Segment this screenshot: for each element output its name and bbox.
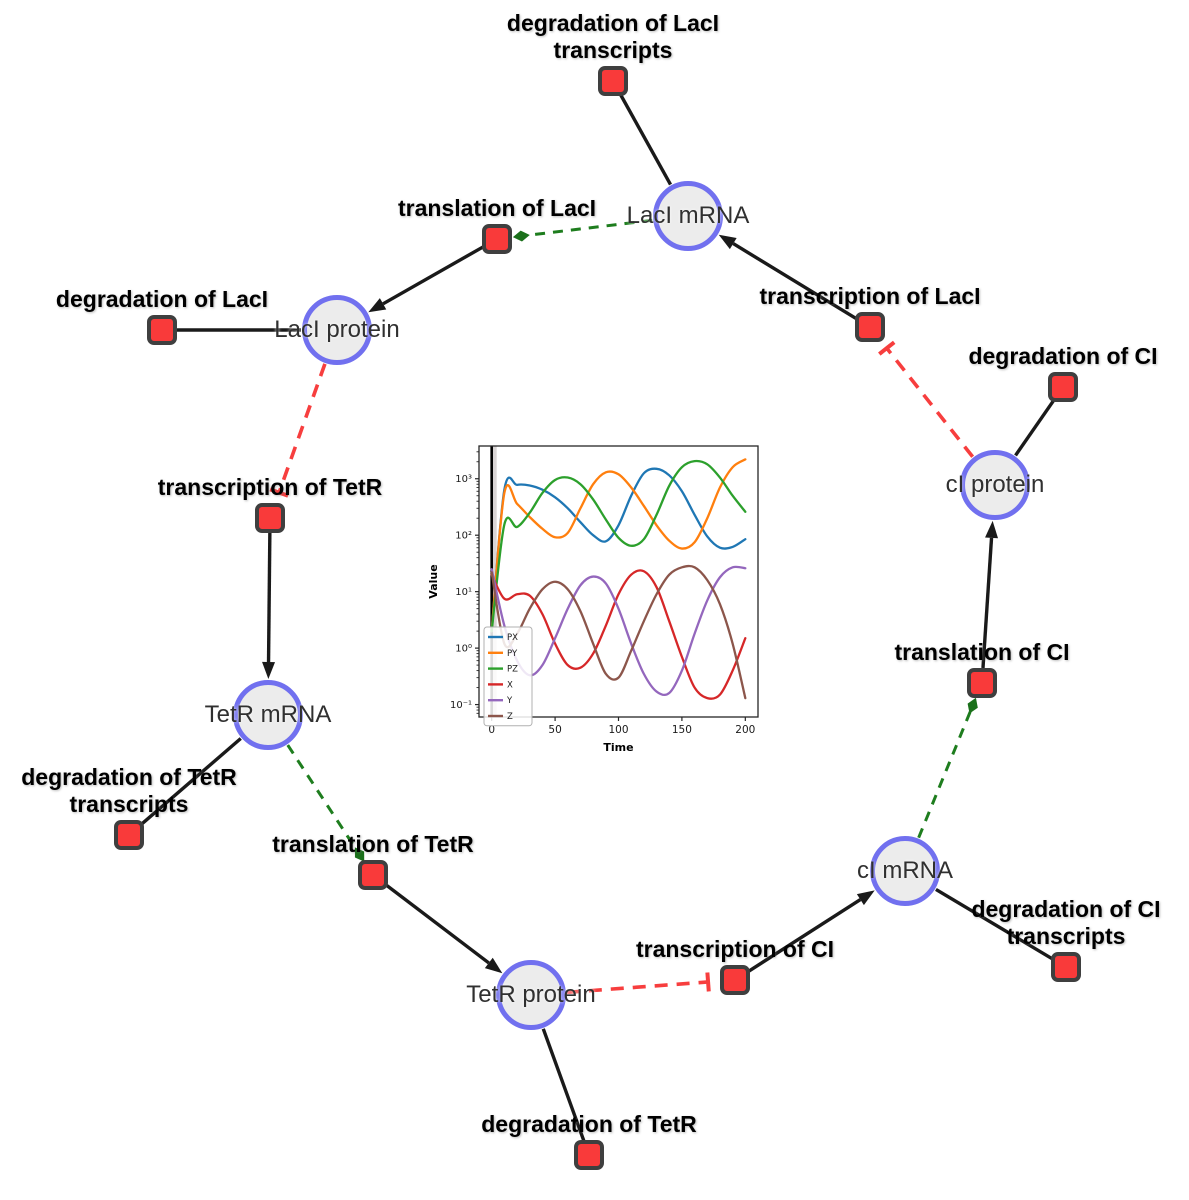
edge-ci-protein-transcription-laci — [878, 340, 975, 458]
edge-transcription-tetr-tetr-mrna — [262, 532, 276, 680]
inhibition-tbar-icon — [269, 487, 289, 498]
edge-transcription-ci-ci-mrna — [746, 890, 875, 974]
edge-translation-ci-ci-protein — [981, 520, 999, 669]
product-arrowhead-icon — [856, 890, 875, 906]
edge-tetr-mrna-translation-tetr — [286, 744, 365, 862]
series-line-PY — [490, 458, 747, 633]
x-axis-label: Time — [603, 741, 633, 754]
series-line-Y — [490, 565, 747, 697]
legend-entry-X: X — [507, 680, 513, 690]
y-axis-label: Value — [427, 564, 440, 598]
x-tick-label: 200 — [735, 724, 755, 736]
edge-ci-protein-deg-ci — [1014, 398, 1056, 457]
series-line-X — [490, 569, 747, 700]
legend-entry-PZ: PZ — [507, 665, 518, 675]
x-tick-label: 150 — [672, 724, 692, 736]
edge-laci-protein-transcription-tetr — [269, 363, 327, 498]
product-arrowhead-icon — [368, 298, 387, 313]
edge-ci-mrna-translation-ci — [917, 697, 978, 839]
edge-laci-mrna-deg-laci-transcripts — [618, 93, 673, 186]
edge-tetr-protein-transcription-ci — [566, 972, 711, 995]
x-tick-label: 100 — [608, 724, 628, 736]
series-line-Z — [490, 564, 747, 700]
edge-translation-laci-laci-protein — [368, 244, 485, 313]
timeseries-inset-chart: 0 50 100 150 200 10³ 10² 10¹ 10⁰ 10⁻¹ Time Value PX P… — [425, 437, 770, 774]
product-arrowhead-icon — [262, 661, 276, 680]
product-arrowhead-icon — [718, 234, 737, 250]
legend-entry-Y: Y — [506, 696, 513, 706]
legend-entry-PX: PX — [507, 633, 518, 643]
y-tick-label: 10⁻¹ — [450, 700, 472, 711]
chart-legend: PX PY PZ XYZ — [483, 626, 533, 727]
y-tick-label: 10³ — [455, 474, 472, 485]
product-arrowhead-icon — [985, 520, 999, 539]
edge-translation-tetr-tetr-protein — [383, 882, 503, 974]
modifier-diamond-icon — [967, 697, 978, 714]
x-tick-label: 50 — [548, 724, 561, 736]
edge-ci-mrna-deg-ci-transcripts — [935, 887, 1054, 961]
x-tick-label: 0 — [488, 724, 495, 736]
edge-tetr-protein-deg-tetr — [541, 1028, 586, 1142]
y-tick-label: 10¹ — [455, 587, 472, 598]
legend-entry-Z: Z — [507, 712, 513, 722]
modifier-diamond-icon — [512, 230, 530, 242]
edge-laci-mrna-translation-laci — [512, 218, 653, 242]
timeseries-chart-svg: 0 50 100 150 20010³10²10¹10⁰10⁻¹TimeValuePXP… — [427, 445, 759, 754]
edge-tetr-mrna-deg-tetr-transcripts — [139, 737, 242, 827]
y-tick-label: 10² — [455, 531, 472, 542]
legend-entry-PY: PY — [507, 649, 518, 659]
inhibition-tbar-icon — [705, 972, 711, 992]
modifier-diamond-icon — [354, 847, 365, 862]
inhibition-tbar-icon — [878, 340, 896, 356]
y-tick-label: 10⁰ — [455, 644, 472, 655]
edge-transcription-laci-laci-mrna — [718, 234, 859, 321]
series-line-PZ — [490, 459, 747, 633]
